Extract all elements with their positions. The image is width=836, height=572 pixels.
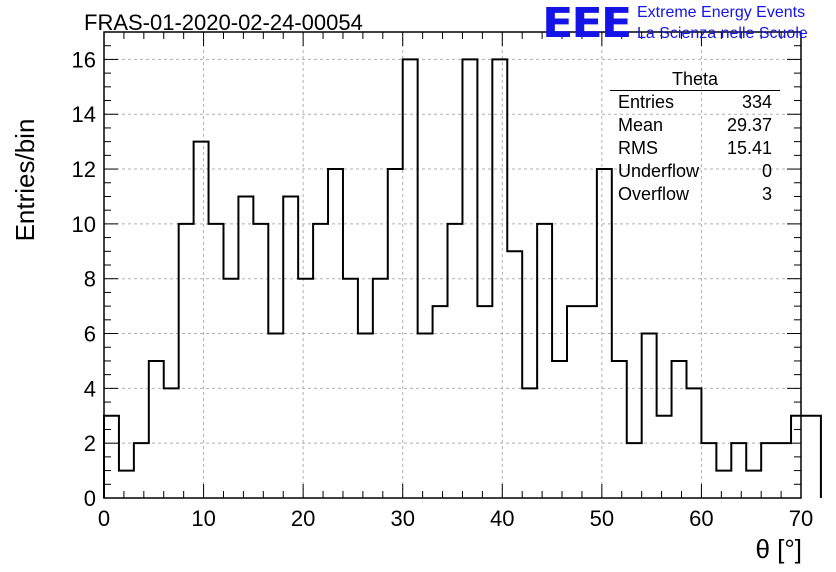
histogram-outline: [103, 58, 822, 498]
y-tick-label: 16: [72, 47, 96, 72]
histogram-bin: [537, 224, 552, 498]
histogram-bin: [492, 59, 507, 498]
histogram-bin: [448, 224, 463, 498]
x-tick-label: 50: [590, 506, 614, 531]
histogram-bin: [477, 306, 492, 498]
histogram-bin: [209, 224, 224, 498]
histogram-bin: [686, 388, 701, 498]
histogram-bin: [104, 416, 119, 498]
histogram-bin: [223, 279, 238, 498]
histogram-bin: [134, 443, 149, 498]
logo-subtitle-line1: Extreme Energy Events: [637, 4, 806, 21]
histogram-bin: [328, 169, 343, 498]
histogram-bin: [806, 416, 821, 498]
histogram-bin: [433, 306, 448, 498]
stats-box: Theta Entries 334 Mean 29.37 RMS 15.41 U…: [610, 68, 780, 206]
stats-row-entries: Entries 334: [610, 91, 780, 114]
stats-row-mean: Mean 29.37: [610, 114, 780, 137]
histogram-bin: [701, 443, 716, 498]
histogram-bin: [358, 334, 373, 498]
histogram-bin: [627, 443, 642, 498]
histogram-bin: [776, 443, 791, 498]
x-tick-label: 60: [689, 506, 713, 531]
histogram-bin: [522, 388, 537, 498]
eee-logo: EEE: [542, 0, 632, 47]
stats-value: 29.37: [726, 115, 772, 135]
histogram-bin: [179, 224, 194, 498]
histogram-bin: [791, 416, 806, 498]
histogram-bin: [253, 224, 268, 498]
y-tick-label: 4: [84, 376, 96, 401]
stats-row-overflow: Overflow 3: [610, 183, 780, 206]
y-tick-label: 0: [84, 486, 96, 511]
x-tick-label: 10: [191, 506, 215, 531]
histogram-bin: [238, 196, 253, 498]
histogram-bin: [373, 279, 388, 498]
histogram-bin: [343, 279, 358, 498]
x-tick-label: 30: [390, 506, 414, 531]
histogram-bin: [731, 443, 746, 498]
logo-subtitle-line2: La Scienza nelle Scuole: [637, 25, 808, 42]
y-axis-label: Entries/bin: [10, 118, 40, 242]
x-tick-label: 40: [490, 506, 514, 531]
histogram-bin: [761, 443, 776, 498]
y-tick-label: 14: [72, 102, 96, 127]
histogram-bin: [672, 361, 687, 498]
stats-value: 334: [741, 92, 772, 112]
stats-value: 0: [761, 161, 772, 181]
histogram-bin: [462, 59, 477, 498]
x-tick-label: 70: [789, 506, 813, 531]
histogram-bin: [119, 471, 134, 498]
x-tick-label: 0: [98, 506, 110, 531]
histogram-bin: [268, 334, 283, 498]
histogram-bin: [298, 279, 313, 498]
stats-title: Theta: [610, 68, 780, 91]
histogram-bin: [657, 416, 672, 498]
histogram-bin: [567, 306, 582, 498]
y-tick-label: 12: [72, 157, 96, 182]
histogram-bin: [164, 388, 179, 498]
stats-value: 15.41: [726, 138, 772, 158]
histogram-bin: [716, 471, 731, 498]
stats-label: Mean: [618, 115, 664, 135]
histogram-bin: [418, 334, 433, 498]
x-axis-label: θ [°]: [755, 534, 802, 564]
histogram-bin: [746, 471, 761, 498]
histogram-bin: [507, 251, 522, 498]
histogram-bin: [642, 334, 657, 498]
stats-row-underflow: Underflow 0: [610, 160, 780, 183]
stats-row-rms: RMS 15.41: [610, 137, 780, 160]
stats-label: Entries: [618, 92, 675, 112]
y-tick-label: 2: [84, 431, 96, 456]
y-tick-label: 6: [84, 322, 96, 347]
histogram-bin: [149, 361, 164, 498]
histogram-bin: [552, 361, 567, 498]
stats-label: Overflow: [618, 184, 690, 204]
histogram-bin: [612, 361, 627, 498]
x-tick-label: 20: [291, 506, 315, 531]
histogram-bin: [403, 59, 418, 498]
histogram-bin: [597, 169, 612, 498]
y-tick-label: 8: [84, 267, 96, 292]
chart-title: FRAS-01-2020-02-24-00054: [84, 10, 363, 35]
histogram-bin: [194, 142, 209, 498]
histogram-bin: [283, 196, 298, 498]
stats-label: RMS: [618, 138, 658, 158]
histogram-bin: [582, 306, 597, 498]
stats-label: Underflow: [618, 161, 700, 181]
y-tick-label: 10: [72, 212, 96, 237]
histogram-bin: [388, 169, 403, 498]
stats-value: 3: [761, 184, 772, 204]
histogram-bin: [313, 224, 328, 498]
